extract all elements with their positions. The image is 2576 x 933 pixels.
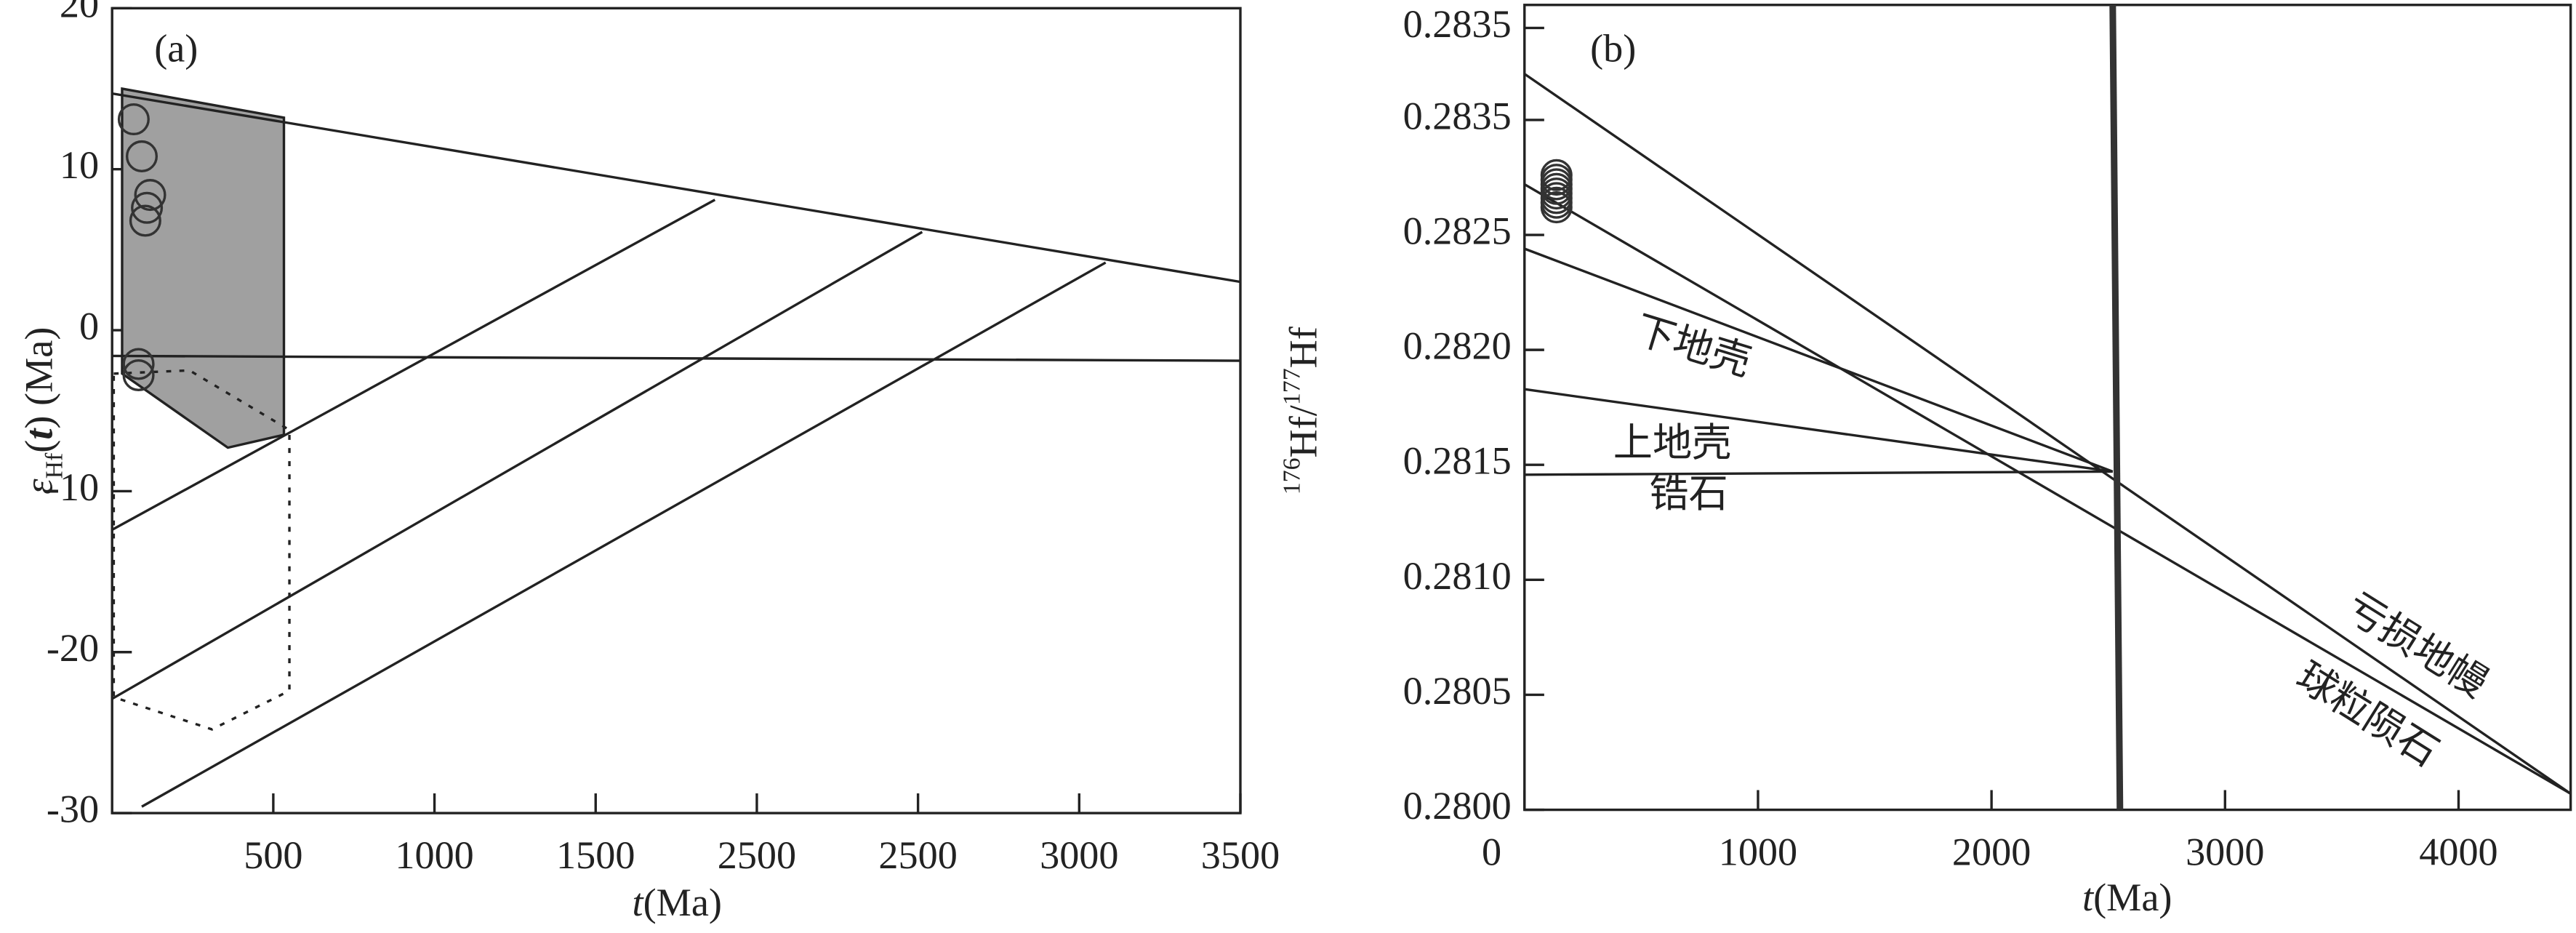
line — [1523, 183, 2572, 795]
x-tick-label: 3000 — [2186, 830, 2264, 873]
plot-frame — [1523, 4, 2572, 812]
line — [111, 92, 1241, 284]
y-tick-label: -10 — [47, 465, 99, 509]
point — [125, 140, 159, 172]
x-tick-label: 1500 — [556, 833, 635, 877]
y-tick-label: 0.2815 — [1403, 439, 1512, 483]
point — [134, 179, 166, 212]
y-axis-label-part: ε — [17, 478, 61, 494]
point — [129, 204, 161, 237]
y-tick-label: 0.2835 — [1403, 2, 1512, 46]
y-axis-label-part: Hf — [1282, 326, 1325, 368]
panel-label: (a) — [154, 27, 198, 71]
line — [1524, 388, 2114, 473]
point — [122, 359, 155, 392]
line — [112, 354, 1241, 362]
y-axis-label-part: Hf/ — [1282, 404, 1325, 457]
x-tick-label: 500 — [244, 833, 302, 877]
annotation: 锆石 — [1649, 472, 1728, 516]
y-axis-label: 176Hf/177Hf — [1279, 326, 1325, 494]
line — [141, 261, 1107, 808]
line — [2109, 4, 2124, 810]
y-tick-label: 0.2825 — [1403, 209, 1512, 252]
x-axis-label: t(Ma) — [2082, 876, 2172, 920]
y-tick-label: -20 — [47, 626, 99, 670]
point — [117, 103, 150, 136]
y-tick-label: -30 — [47, 788, 99, 831]
y-axis-label: εHf(t) (Ma) — [17, 327, 68, 494]
point — [131, 191, 164, 224]
annotation: 下地壳 — [1630, 308, 1756, 384]
x-axis-label-part: (Ma) — [2093, 876, 2172, 920]
x-tick-label: 2500 — [718, 833, 796, 877]
point — [122, 348, 155, 380]
x-axis-label-part: (Ma) — [643, 881, 722, 924]
panel-label: (b) — [1590, 27, 1636, 71]
y-axis-label-part: t — [17, 428, 61, 440]
region — [121, 87, 286, 449]
x-tick-label: 2500 — [878, 833, 957, 877]
x-tick-label: 1000 — [395, 833, 473, 877]
y-tick-label: 0 — [79, 304, 99, 348]
line — [1524, 470, 2113, 476]
line — [111, 231, 923, 700]
line — [1524, 247, 2114, 473]
y-axis-label-part: Hf — [41, 452, 68, 478]
y-tick-label: 0.2820 — [1403, 324, 1512, 368]
x-axis-label-part: t — [2082, 876, 2095, 920]
x-tick-label: 0 — [1482, 830, 1501, 873]
y-tick-label: 0.2810 — [1403, 554, 1512, 598]
x-tick-label: 2000 — [1952, 830, 2031, 873]
y-axis-label-part: 176 — [1279, 457, 1306, 494]
x-tick-label: 4000 — [2419, 830, 2497, 873]
x-axis-label-part: t — [633, 881, 645, 924]
y-axis-label-part: ( — [17, 440, 61, 453]
x-tick-label: 1000 — [1719, 830, 1797, 873]
line — [1523, 73, 2572, 795]
annotation: 上地壳 — [1613, 421, 1732, 465]
y-tick-label: 20 — [60, 0, 99, 26]
y-axis-label-part: ) (Ma) — [17, 327, 61, 429]
y-tick-label: 10 — [60, 143, 99, 187]
y-tick-label: 0.2800 — [1403, 784, 1512, 828]
y-axis-label-part: 177 — [1279, 368, 1306, 405]
y-tick-label: 0.2835 — [1403, 94, 1512, 137]
line — [111, 199, 716, 531]
plot-frame — [111, 7, 1242, 814]
x-tick-label: 3000 — [1040, 833, 1118, 877]
point — [1540, 191, 1573, 224]
x-axis-label: t(Ma) — [633, 881, 722, 924]
y-tick-label: 0.2805 — [1403, 669, 1512, 713]
x-tick-label: 3500 — [1201, 833, 1280, 877]
